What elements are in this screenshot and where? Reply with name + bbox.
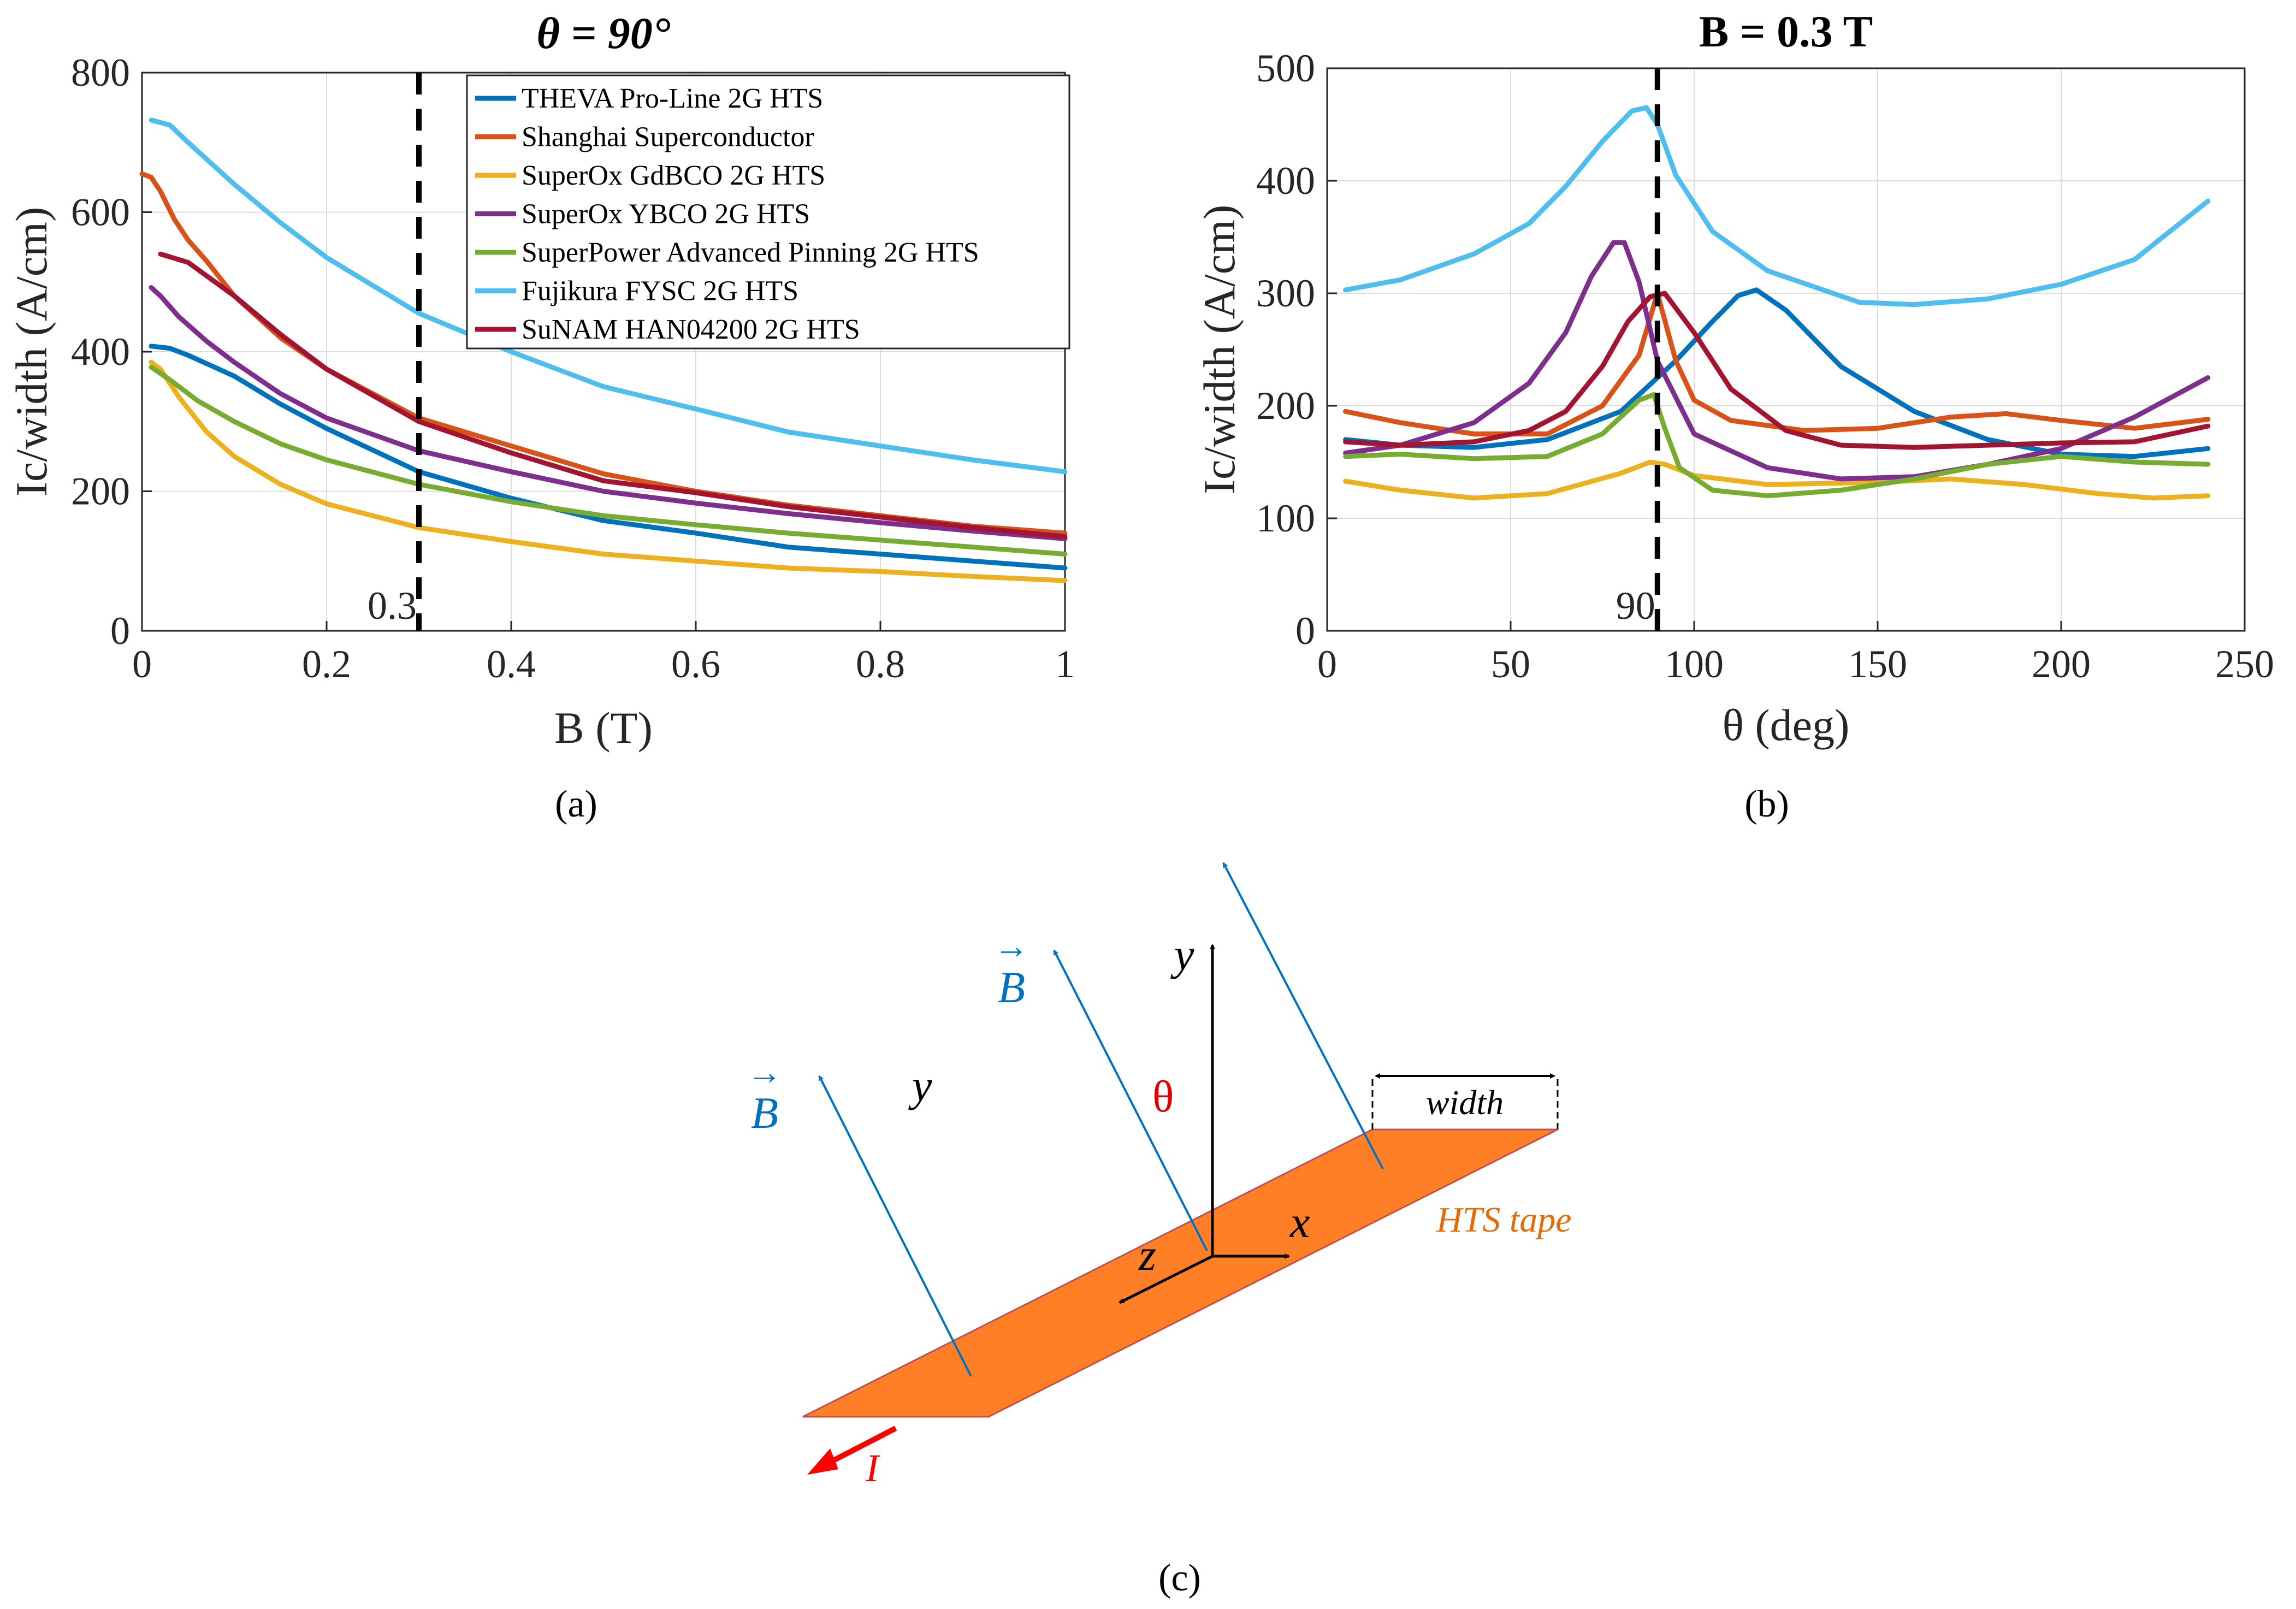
panel-b-x-tick-label: 0 — [1317, 642, 1337, 686]
panel-b-reference-label: 90 — [1616, 584, 1655, 628]
panel-b-series-line-5 — [1343, 105, 2211, 307]
caption-c: (c) — [1158, 1557, 1201, 1599]
y-side-label: y — [908, 1061, 932, 1110]
legend-label-2: SuperOx GdBCO 2G HTS — [522, 160, 825, 191]
legend-label-3: SuperOx YBCO 2G HTS — [522, 199, 810, 230]
panel-b-y-tick-label: 0 — [1295, 609, 1315, 653]
panel-a-x-tick-label: 0.4 — [487, 642, 536, 686]
panel-a-y-tick-label: 0 — [110, 609, 130, 653]
y-axis-label: y — [1170, 930, 1194, 979]
panel-a-series-line-0 — [149, 344, 1068, 571]
panel-a-series — [139, 117, 1068, 583]
panel-b-series-line-1 — [1343, 291, 2211, 436]
panel-b-x-tick-label: 200 — [2032, 642, 2091, 686]
panel-b-series-line-6 — [1343, 291, 2211, 450]
panel-a-x-tick-label: 0.6 — [671, 642, 720, 686]
panel-a-reference-label: 0.3 — [368, 584, 417, 628]
panel-a-x-ticks: 0 0.2 0.4 0.6 0.8 1 — [132, 621, 1075, 686]
panel-b-x-tick-label: 250 — [2215, 642, 2274, 686]
field-line-left — [818, 1075, 972, 1377]
b-vector-label-middle: → B — [994, 927, 1029, 1012]
current-arrowhead — [807, 1448, 838, 1475]
legend-label-4: SuperPower Advanced Pinning 2G HTS — [522, 237, 979, 268]
panel-b-grid — [1327, 68, 2245, 631]
panel-a-y-tick-label: 800 — [71, 51, 130, 94]
panel-b-x-tick-label: 50 — [1491, 642, 1530, 686]
panel-a-y-tick-label: 600 — [71, 191, 130, 234]
panel-a-series-line-4 — [149, 364, 1068, 557]
panel-b-y-tick-label: 300 — [1256, 271, 1315, 315]
panel-b-y-axis-label: Ic/width (A/cm) — [1194, 205, 1244, 495]
panel-b-y-tick-label: 400 — [1256, 159, 1315, 203]
panel-b-y-tick-label: 100 — [1256, 496, 1315, 540]
panel-b-y-tick-label: 500 — [1256, 46, 1315, 90]
panel-a-y-tick-label: 400 — [71, 330, 130, 374]
panel-b-x-tick-label: 100 — [1665, 642, 1724, 686]
caption-a: (a) — [555, 783, 597, 825]
panel-a-y-axis-label: Ic/width (A/cm) — [7, 207, 56, 497]
panel-a-series-line-6 — [158, 251, 1068, 539]
panel-b-x-axis-label: θ (deg) — [1723, 700, 1850, 750]
panel-a-title: θ = 90° — [536, 8, 670, 58]
b-vector-arrow-middle: → — [994, 927, 1029, 966]
legend-label-6: SuNAM HAN04200 2G HTS — [522, 314, 860, 345]
panel-a-series-line-5 — [149, 117, 1068, 475]
theta-label: θ — [1152, 1072, 1174, 1121]
panel-b-y-ticks: 0 100 200 300 400 500 — [1256, 46, 1337, 653]
width-label: width — [1426, 1083, 1504, 1122]
panel-a-y-ticks: 0 200 400 600 800 — [71, 51, 152, 653]
current-label: I — [865, 1446, 880, 1490]
legend-label-5: Fujikura FYSC 2G HTS — [522, 276, 798, 307]
panel-b-plot-frame — [1326, 67, 2246, 632]
x-axis-label: x — [1289, 1197, 1310, 1247]
panel-a-x-tick-label: 0.2 — [302, 642, 351, 686]
field-line-right — [1222, 862, 1384, 1169]
z-axis-label: z — [1138, 1230, 1156, 1280]
panel-b-chart: 90 0 50 100 150 200 250 0 100 200 300 400 500 B = … — [1194, 7, 2274, 750]
panel-a-x-tick-label: 0.8 — [856, 642, 905, 686]
b-vector-symbol-left: B — [751, 1088, 778, 1138]
legend-box — [466, 74, 1070, 350]
panel-a-x-tick-label: 1 — [1055, 642, 1075, 686]
legend-label-0: THEVA Pro-Line 2G HTS — [522, 83, 823, 114]
hts-tape-label: HTS tape — [1436, 1200, 1572, 1240]
field-line-middle — [1053, 949, 1208, 1251]
panel-b-x-tick-label: 150 — [1848, 642, 1907, 686]
panel-a-x-tick-label: 0 — [132, 642, 152, 686]
caption-b: (b) — [1744, 783, 1789, 825]
b-vector-label-left: → B — [747, 1053, 782, 1138]
panel-b-series-line-4 — [1343, 392, 2211, 499]
panel-b-series — [1343, 105, 2211, 501]
panel-a-x-axis-label: B (T) — [554, 703, 653, 753]
panel-b-title: B = 0.3 T — [1699, 7, 1873, 56]
panel-b-x-ticks: 0 50 100 150 200 250 — [1317, 621, 2274, 686]
panel-a-y-tick-label: 200 — [71, 470, 130, 513]
panel-a-chart: 0.3 0 0.2 0.4 0.6 0.8 1 0 200 400 600 800 θ = 90°… — [7, 8, 1075, 753]
panel-a-series-line-2 — [149, 359, 1068, 583]
b-vector-arrow-left: → — [747, 1053, 782, 1092]
b-vector-symbol-middle: B — [998, 962, 1025, 1012]
panel-c-diagram: → B → B y y θ x z width HTS tape I — [747, 862, 1572, 1490]
panel-b-series-line-0 — [1343, 287, 2211, 459]
z-axis-arrow — [1119, 1255, 1214, 1304]
legend: THEVA Pro-Line 2G HTS Shanghai Supercondu… — [466, 74, 1070, 350]
legend-label-1: Shanghai Superconductor — [522, 122, 814, 153]
panel-b-y-tick-label: 200 — [1256, 384, 1315, 428]
legend-items: THEVA Pro-Line 2G HTS Shanghai Supercondu… — [475, 83, 979, 345]
